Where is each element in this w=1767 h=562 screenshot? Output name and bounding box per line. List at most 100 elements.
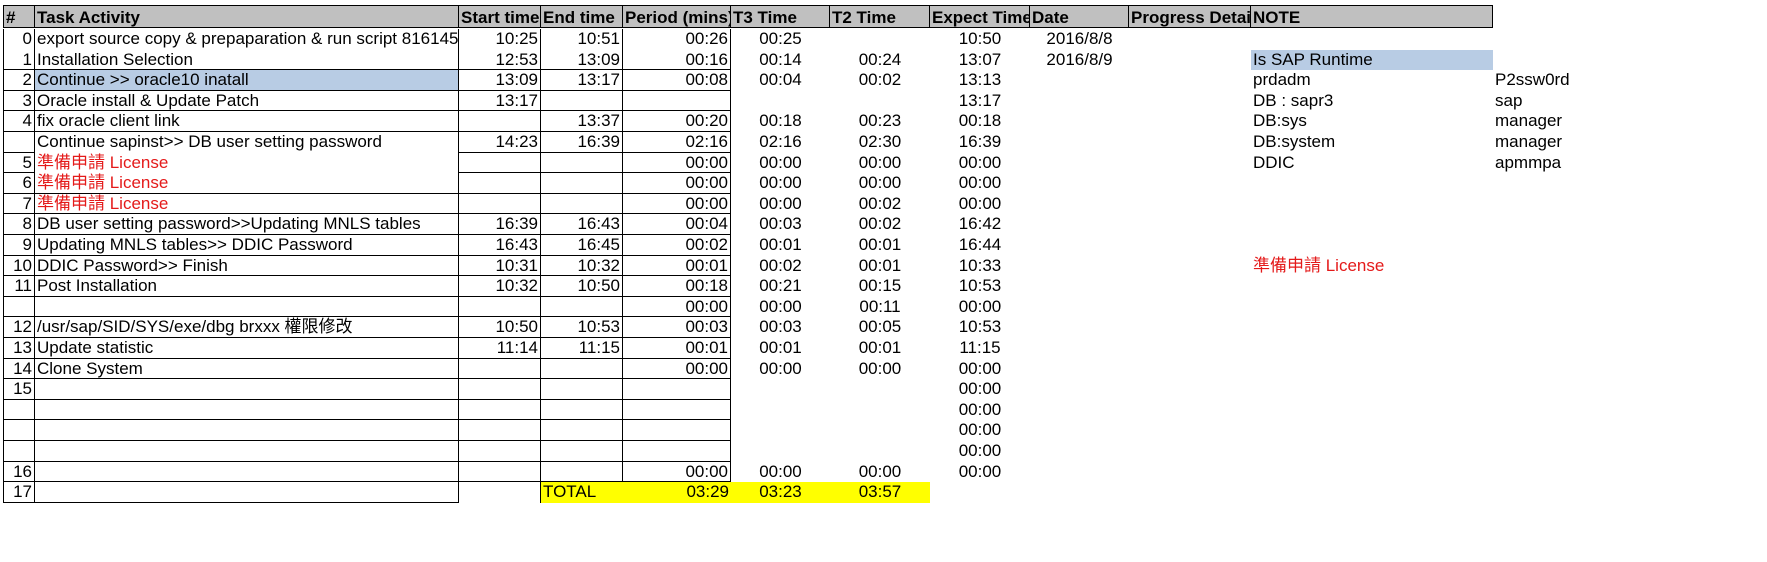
note-cell[interactable]: 準備申請 License xyxy=(1253,255,1385,275)
t2-cell[interactable] xyxy=(830,420,930,441)
t3-cell[interactable]: 00:03 xyxy=(759,214,802,234)
end-cell[interactable]: 13:17 xyxy=(541,70,623,91)
note-value-cell[interactable] xyxy=(1493,359,1573,380)
row-number[interactable]: 1 xyxy=(3,49,35,71)
t3-cell[interactable]: 00:00 xyxy=(759,296,802,316)
t3-cell[interactable]: 00:00 xyxy=(759,152,802,172)
end-cell[interactable]: 13:09 xyxy=(541,49,623,71)
end-cell[interactable]: 10:53 xyxy=(541,317,623,338)
end-cell[interactable] xyxy=(541,90,623,112)
note-value-cell[interactable] xyxy=(1493,462,1573,483)
start-cell[interactable]: 14:23 xyxy=(459,132,541,153)
period-cell[interactable]: 00:00 xyxy=(623,152,731,174)
t2-cell[interactable] xyxy=(830,441,930,462)
start-cell[interactable] xyxy=(459,461,541,483)
row-number[interactable]: 9 xyxy=(3,235,35,256)
start-cell[interactable] xyxy=(459,296,541,318)
period-cell[interactable]: 02:16 xyxy=(623,132,731,153)
start-cell[interactable]: 16:43 xyxy=(459,235,541,256)
date-cell[interactable] xyxy=(1030,235,1129,256)
total-label[interactable]: TOTAL xyxy=(541,482,623,503)
note-cell[interactable]: DDIC xyxy=(1253,152,1295,172)
date-cell[interactable] xyxy=(1030,173,1129,194)
task-cell[interactable] xyxy=(35,441,459,462)
start-cell[interactable] xyxy=(459,441,541,462)
note-value-cell[interactable] xyxy=(1493,400,1573,421)
task-cell[interactable]: Installation Selection xyxy=(35,49,459,71)
t3-cell[interactable] xyxy=(731,420,830,441)
note-cell[interactable]: DB : sapr3 xyxy=(1253,90,1334,110)
note-cell[interactable] xyxy=(1251,297,1493,318)
col-header-note[interactable]: NOTE xyxy=(1251,5,1493,28)
row-number[interactable]: 11 xyxy=(3,276,35,297)
note-value-cell[interactable] xyxy=(1493,235,1573,256)
note-value-cell[interactable] xyxy=(1493,29,1573,50)
date-cell[interactable] xyxy=(1030,256,1129,277)
end-cell[interactable]: 10:32 xyxy=(541,255,623,277)
note-value-cell[interactable]: sap xyxy=(1495,90,1523,110)
note-cell[interactable] xyxy=(1251,194,1493,215)
t3-cell[interactable]: 00:21 xyxy=(759,276,802,296)
end-cell[interactable] xyxy=(541,296,623,318)
task-cell[interactable]: Clone System xyxy=(35,358,459,380)
row-number[interactable]: 3 xyxy=(3,90,35,112)
date-cell[interactable] xyxy=(1030,214,1129,235)
note-cell[interactable] xyxy=(1251,235,1493,256)
task-cell[interactable] xyxy=(35,420,459,441)
row-number[interactable]: 13 xyxy=(3,338,35,359)
note-cell[interactable] xyxy=(1251,214,1493,235)
note-value-cell[interactable]: manager xyxy=(1495,111,1563,131)
note-value-cell[interactable] xyxy=(1493,256,1573,277)
task-cell[interactable]: 準備申請 License xyxy=(35,193,459,215)
t2-cell[interactable]: 00:01 xyxy=(858,255,902,275)
end-cell[interactable]: 16:43 xyxy=(541,214,623,235)
note-value-cell[interactable] xyxy=(1493,297,1573,318)
period-cell[interactable]: 00:01 xyxy=(623,338,731,359)
t3-cell[interactable]: 00:00 xyxy=(759,358,802,378)
end-cell[interactable]: 11:15 xyxy=(541,338,623,359)
period-cell[interactable]: 00:18 xyxy=(623,276,731,297)
end-cell[interactable] xyxy=(541,441,623,462)
row-number[interactable]: 16 xyxy=(3,461,35,483)
task-cell[interactable]: 準備申請 License xyxy=(35,152,459,174)
t3-cell[interactable]: 00:18 xyxy=(759,111,802,131)
t3-cell[interactable]: 00:01 xyxy=(759,235,802,254)
period-cell[interactable] xyxy=(623,90,731,112)
note-value-cell[interactable] xyxy=(1493,379,1573,400)
t2-cell[interactable]: 00:00 xyxy=(858,358,902,378)
note-cell[interactable] xyxy=(1251,359,1493,380)
note-cell[interactable] xyxy=(1251,173,1493,194)
start-cell[interactable]: 13:09 xyxy=(459,70,541,91)
col-header-start[interactable]: Start time xyxy=(459,5,541,28)
period-cell[interactable]: 00:04 xyxy=(623,214,731,235)
expect-cell[interactable]: 00:00 xyxy=(958,358,1002,378)
end-cell[interactable] xyxy=(541,420,623,441)
row-number[interactable] xyxy=(3,132,35,153)
t3-cell[interactable]: 00:03 xyxy=(759,317,802,337)
row-number[interactable]: 15 xyxy=(3,379,35,400)
end-cell[interactable] xyxy=(541,193,623,215)
end-cell[interactable]: 16:45 xyxy=(541,235,623,256)
t2-cell[interactable]: 00:24 xyxy=(858,49,902,69)
t3-cell[interactable]: 02:16 xyxy=(759,132,802,151)
task-cell[interactable]: DDIC Password>> Finish xyxy=(35,255,459,277)
t3-cell[interactable]: 00:01 xyxy=(759,338,802,357)
col-header-t2[interactable]: T2 Time xyxy=(830,5,930,28)
task-cell[interactable]: Continue sapinst>> DB user setting passw… xyxy=(35,132,459,153)
period-cell[interactable]: 00:00 xyxy=(623,358,731,380)
note-value-cell[interactable] xyxy=(1493,441,1573,462)
date-cell[interactable] xyxy=(1030,70,1129,91)
period-cell[interactable]: 00:02 xyxy=(623,235,731,256)
t2-cell[interactable]: 00:05 xyxy=(858,317,902,337)
start-cell[interactable]: 11:14 xyxy=(459,338,541,359)
expect-cell[interactable]: 16:42 xyxy=(958,214,1002,234)
start-cell[interactable]: 10:50 xyxy=(459,317,541,338)
t2-cell[interactable] xyxy=(830,400,930,421)
task-cell[interactable]: fix oracle client link xyxy=(35,111,459,132)
expect-cell[interactable]: 00:00 xyxy=(958,399,1002,419)
period-cell[interactable]: 00:01 xyxy=(623,255,731,277)
start-cell[interactable]: 10:31 xyxy=(459,255,541,277)
t2-cell[interactable] xyxy=(830,29,930,50)
period-cell[interactable]: 00:16 xyxy=(623,49,731,71)
row-number[interactable]: 2 xyxy=(3,70,35,91)
